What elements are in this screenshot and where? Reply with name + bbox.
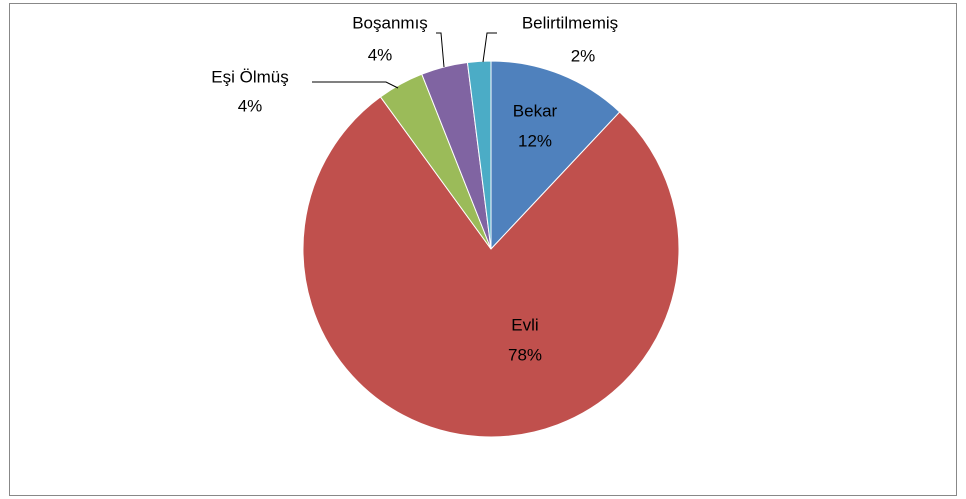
value-label: 4% [238, 96, 263, 115]
pie-slice [466, 60, 492, 250]
leader-line [312, 81, 399, 89]
leader-line [482, 32, 497, 63]
value-label: 2% [571, 46, 596, 65]
slice-label: Evli [511, 315, 538, 334]
value-label: 12% [518, 131, 552, 150]
slice-label: Bekar [513, 101, 558, 120]
slice-label: Boşanmış [352, 13, 428, 32]
value-label: 78% [508, 345, 542, 364]
leader-line [436, 32, 445, 68]
slice-label: Eşi Ölmüş [211, 67, 288, 86]
slice-label: Belirtilmemiş [522, 13, 618, 32]
slices [302, 60, 680, 438]
value-label: 4% [368, 45, 393, 64]
pie-slice [302, 96, 680, 438]
pie-slice [490, 60, 621, 251]
labels: Bekar 12% Evli 78% Eşi Ölmüş 4% Boşanmış 4% Beli… [211, 13, 618, 364]
